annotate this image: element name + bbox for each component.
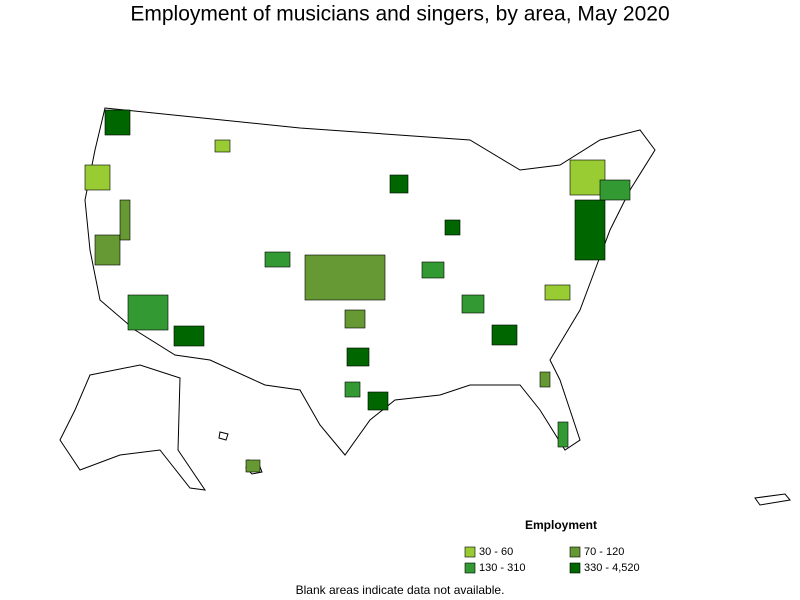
area — [389, 174, 409, 194]
area — [574, 199, 606, 261]
area — [544, 284, 571, 301]
legend-label: 30 - 60 — [479, 546, 513, 558]
legend: 30 - 60 70 - 120 130 - 310 330 - 4,520 — [464, 546, 640, 574]
area — [119, 199, 131, 241]
area — [599, 179, 631, 201]
legend-title: Employment — [525, 518, 597, 532]
puerto-rico — [754, 493, 791, 506]
area — [557, 421, 569, 448]
area — [421, 261, 445, 279]
area — [344, 381, 361, 398]
area — [264, 251, 291, 268]
legend-swatch — [464, 546, 476, 558]
area — [94, 234, 121, 266]
hawaii-islands — [218, 431, 229, 441]
area — [444, 219, 461, 236]
area — [214, 139, 231, 153]
map-title: Employment of musicians and singers, by … — [130, 3, 669, 26]
area — [245, 459, 261, 473]
alaska — [59, 364, 207, 491]
legend-label: 130 - 310 — [479, 562, 525, 574]
area — [84, 164, 111, 191]
area — [127, 294, 169, 331]
legend-swatch — [569, 546, 581, 558]
legend-swatch — [569, 562, 581, 574]
area — [346, 347, 370, 367]
area — [367, 391, 389, 411]
area — [491, 324, 518, 346]
note: Blank areas indicate data not available. — [296, 583, 505, 597]
area — [173, 325, 205, 347]
us-map — [59, 107, 791, 506]
area — [304, 254, 386, 301]
area — [104, 109, 131, 136]
area — [461, 294, 485, 314]
area — [344, 309, 366, 329]
legend-label: 330 - 4,520 — [584, 562, 640, 574]
legend-label: 70 - 120 — [584, 546, 624, 558]
area-fills — [84, 109, 631, 473]
legend-swatch — [464, 562, 476, 574]
area — [569, 159, 606, 196]
area — [539, 371, 551, 388]
